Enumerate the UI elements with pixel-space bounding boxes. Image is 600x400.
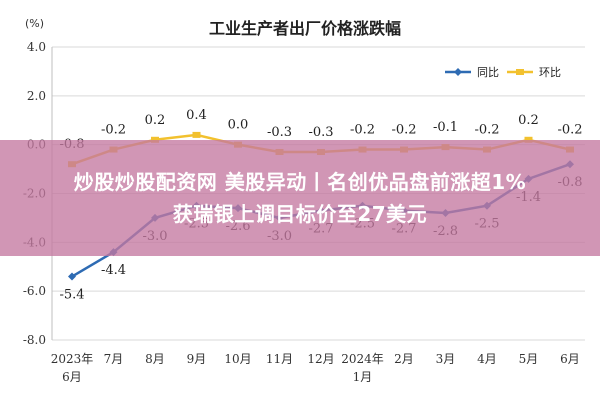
x-tick-label: 4月 [477, 352, 497, 366]
legend-label: 环比 [539, 66, 561, 79]
overlay-banner[interactable]: 炒股炒股配资网 美股异动丨名创优品盘前涨超1% 获瑞银上调目标价至27美元 [0, 140, 600, 256]
x-tick-label: 6月 [62, 370, 82, 384]
data-label: 0.2 [145, 113, 166, 128]
x-tick-label: 9月 [187, 352, 207, 366]
legend-label: 同比 [477, 66, 499, 79]
y-tick-label: -6.0 [23, 284, 46, 298]
chart-title: 工业生产者出厂价格涨跌幅 [209, 19, 401, 38]
x-tick-label: 11月 [266, 352, 293, 366]
x-tick-label: 7月 [104, 352, 124, 366]
y-tick-label: 2.0 [27, 89, 46, 103]
data-label: -0.2 [101, 123, 126, 138]
data-label: -0.2 [350, 123, 375, 138]
x-axis-ticks: 2023年 6月 7月 8月 9月 10月 11月 12月 2024年 1月 2月 3月 4月 5月 6月 [51, 352, 580, 384]
x-tick-label: 1月 [353, 370, 373, 384]
data-label: -0.3 [308, 125, 333, 140]
banner-headline-line1: 炒股炒股配资网 美股异动丨名创优品盘前涨超1% [73, 170, 527, 194]
y-tick-label: 4.0 [27, 40, 46, 54]
data-label: -5.4 [59, 288, 84, 303]
data-point [524, 136, 533, 143]
data-label: -0.2 [557, 123, 582, 138]
x-tick-label: 2024年 [341, 352, 384, 366]
data-point [68, 272, 76, 281]
data-label: 0.0 [228, 118, 249, 133]
data-label: 0.2 [518, 113, 539, 128]
legend-marker [516, 69, 524, 75]
legend: 同比 环比 [445, 66, 561, 79]
x-tick-label: 6月 [560, 352, 580, 366]
y-axis-unit: (%) [25, 17, 44, 30]
x-tick-label: 2月 [394, 352, 414, 366]
x-tick-label: 2023年 [51, 352, 94, 366]
legend-marker [454, 68, 462, 76]
x-tick-label: 3月 [436, 352, 456, 366]
data-label: -0.2 [391, 123, 416, 138]
data-label: -0.3 [267, 125, 292, 140]
x-tick-label: 10月 [224, 352, 251, 366]
x-tick-label: 12月 [307, 352, 334, 366]
data-label: 0.4 [186, 108, 207, 123]
data-label: -0.2 [474, 123, 499, 138]
banner-headline-line2: 获瑞银上调目标价至27美元 [172, 202, 428, 226]
y-tick-label: -8.0 [23, 333, 46, 347]
x-tick-label: 8月 [145, 352, 165, 366]
data-label: -4.4 [101, 263, 126, 278]
data-label: -0.1 [433, 120, 458, 135]
data-point [151, 136, 159, 143]
data-point [192, 131, 201, 138]
x-tick-label: 5月 [519, 352, 539, 366]
